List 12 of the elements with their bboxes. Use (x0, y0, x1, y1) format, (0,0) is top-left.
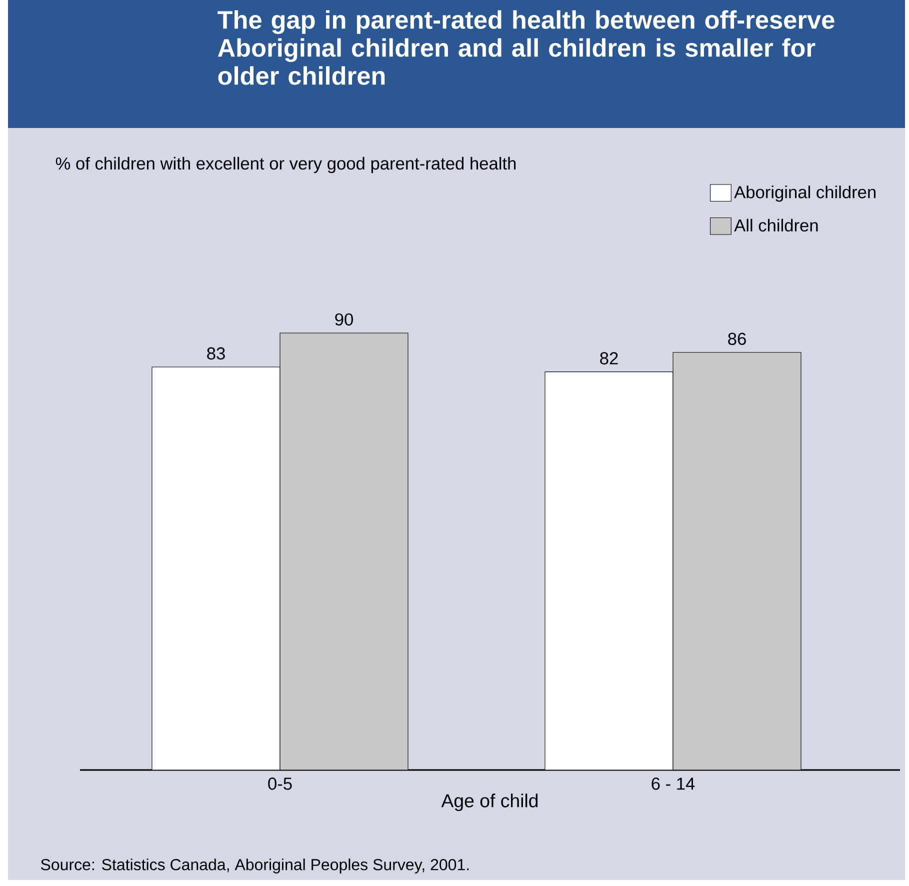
data-label: 90 (335, 313, 353, 326)
source-note: Source: Statistics Canada, Aboriginal Peoples Survey, 2001. (41, 858, 469, 874)
data-label: 82 (600, 352, 618, 364)
legend-label: Aboriginal children (734, 186, 876, 202)
x-tick-label: 6 - 14 (652, 778, 695, 790)
data-label: 86 (728, 332, 746, 346)
data-label: 83 (207, 347, 225, 360)
x-tick-label: 0-5 (268, 778, 292, 790)
chart-title: The gap in parent-rated health between off-reserve Aboriginal children and all children is smaller for older children (218, 10, 834, 85)
x-axis-title: Age of child (441, 794, 538, 812)
legend-label: All children (734, 218, 818, 232)
chart-subtitle: % of children with excellent or very good parent-rated health (56, 156, 516, 174)
